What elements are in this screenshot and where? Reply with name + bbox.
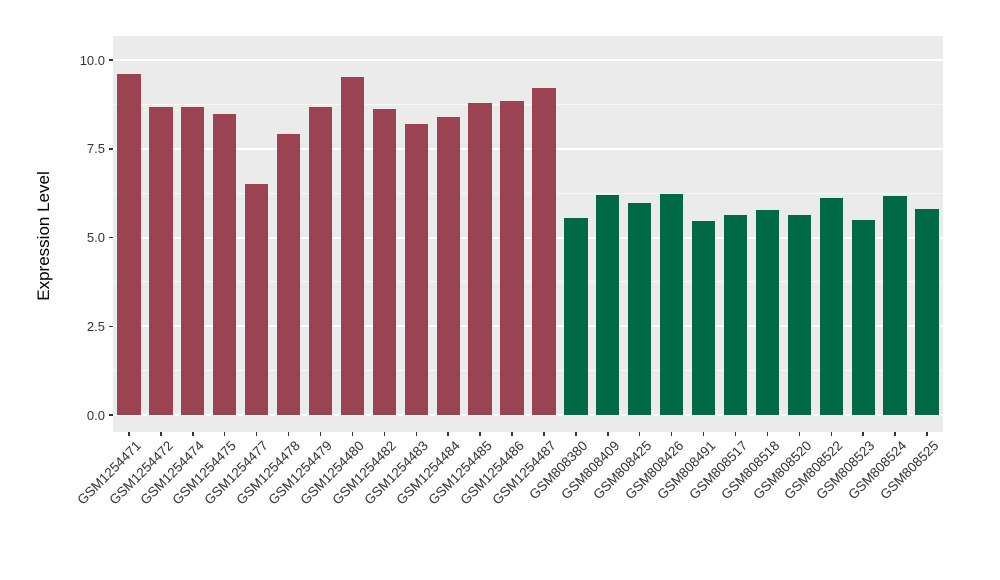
bar-GSM808426 — [660, 193, 684, 415]
gridline-minor — [113, 103, 943, 105]
x-tick-mark — [830, 432, 833, 436]
bar-GSM808380 — [564, 218, 588, 415]
x-tick-mark — [702, 432, 705, 436]
bar-GSM808525 — [915, 209, 939, 415]
x-tick-mark — [575, 432, 577, 436]
gridline-minor — [113, 370, 943, 372]
gridline-major — [113, 147, 943, 150]
bar-GSM1254478 — [276, 133, 301, 415]
y-tick-mark — [109, 148, 113, 150]
x-tick-mark — [223, 432, 226, 436]
x-tick-mark — [798, 432, 801, 436]
y-tick-label: 2.5 — [86, 318, 105, 334]
y-tick-mark — [109, 414, 113, 416]
x-tick-mark — [255, 432, 258, 436]
x-tick-mark — [638, 432, 641, 436]
x-tick-mark — [926, 432, 928, 436]
bar-GSM808523 — [851, 219, 875, 415]
bar-GSM1254472 — [149, 107, 173, 415]
bar-GSM808491 — [691, 221, 716, 415]
bar-GSM1254483 — [404, 123, 428, 415]
x-tick-mark — [894, 432, 896, 436]
y-tick-label: 0.0 — [86, 407, 105, 423]
y-tick-label: 5.0 — [86, 230, 105, 245]
y-tick-mark — [109, 236, 113, 239]
bar-GSM1254484 — [436, 117, 460, 415]
x-tick-mark — [543, 432, 545, 436]
y-tick-mark — [109, 59, 113, 61]
x-tick-mark — [447, 432, 449, 436]
gridline-major — [113, 414, 943, 416]
bar-GSM1254482 — [372, 109, 396, 415]
gridline-minor — [113, 192, 943, 194]
bar-GSM1254485 — [468, 103, 492, 415]
bar-GSM1254487 — [532, 88, 556, 415]
x-tick-mark — [670, 432, 673, 436]
x-tick-mark — [287, 432, 290, 436]
gridline-major — [113, 325, 943, 328]
bar-GSM808524 — [883, 195, 907, 415]
gridline-minor — [113, 281, 943, 283]
x-tick-mark — [862, 432, 864, 436]
bar-GSM1254475 — [213, 113, 237, 415]
x-tick-mark — [160, 432, 162, 436]
gridline-major — [113, 59, 943, 61]
y-tick-mark — [109, 325, 113, 327]
x-tick-mark — [192, 432, 194, 436]
x-tick-mark — [351, 432, 354, 436]
bar-GSM1254477 — [245, 183, 269, 415]
bar-GSM1254471 — [117, 73, 141, 415]
y-tick-label: 7.5 — [86, 141, 105, 157]
x-tick-mark — [128, 432, 130, 436]
plot-panel — [113, 36, 943, 432]
bar-GSM1254479 — [308, 106, 333, 415]
bar-GSM808520 — [787, 214, 811, 415]
bar-GSM808425 — [628, 203, 652, 415]
x-tick-mark — [607, 432, 609, 436]
gridline-major — [113, 236, 943, 239]
x-tick-mark — [734, 432, 737, 436]
bar-GSM808517 — [723, 215, 748, 415]
x-tick-mark — [415, 432, 418, 436]
bar-GSM1254474 — [181, 107, 205, 415]
x-tick-mark — [511, 432, 513, 436]
bar-GSM1254480 — [340, 77, 365, 415]
bar-GSM808409 — [596, 195, 620, 415]
x-tick-mark — [766, 432, 769, 436]
bar-GSM808522 — [819, 198, 843, 415]
x-tick-mark — [319, 432, 322, 436]
bar-GSM1254486 — [500, 101, 524, 415]
x-tick-mark — [383, 432, 386, 436]
y-tick-label: 10.0 — [79, 52, 105, 68]
bar-GSM808518 — [755, 210, 780, 415]
x-tick-mark — [479, 432, 481, 436]
